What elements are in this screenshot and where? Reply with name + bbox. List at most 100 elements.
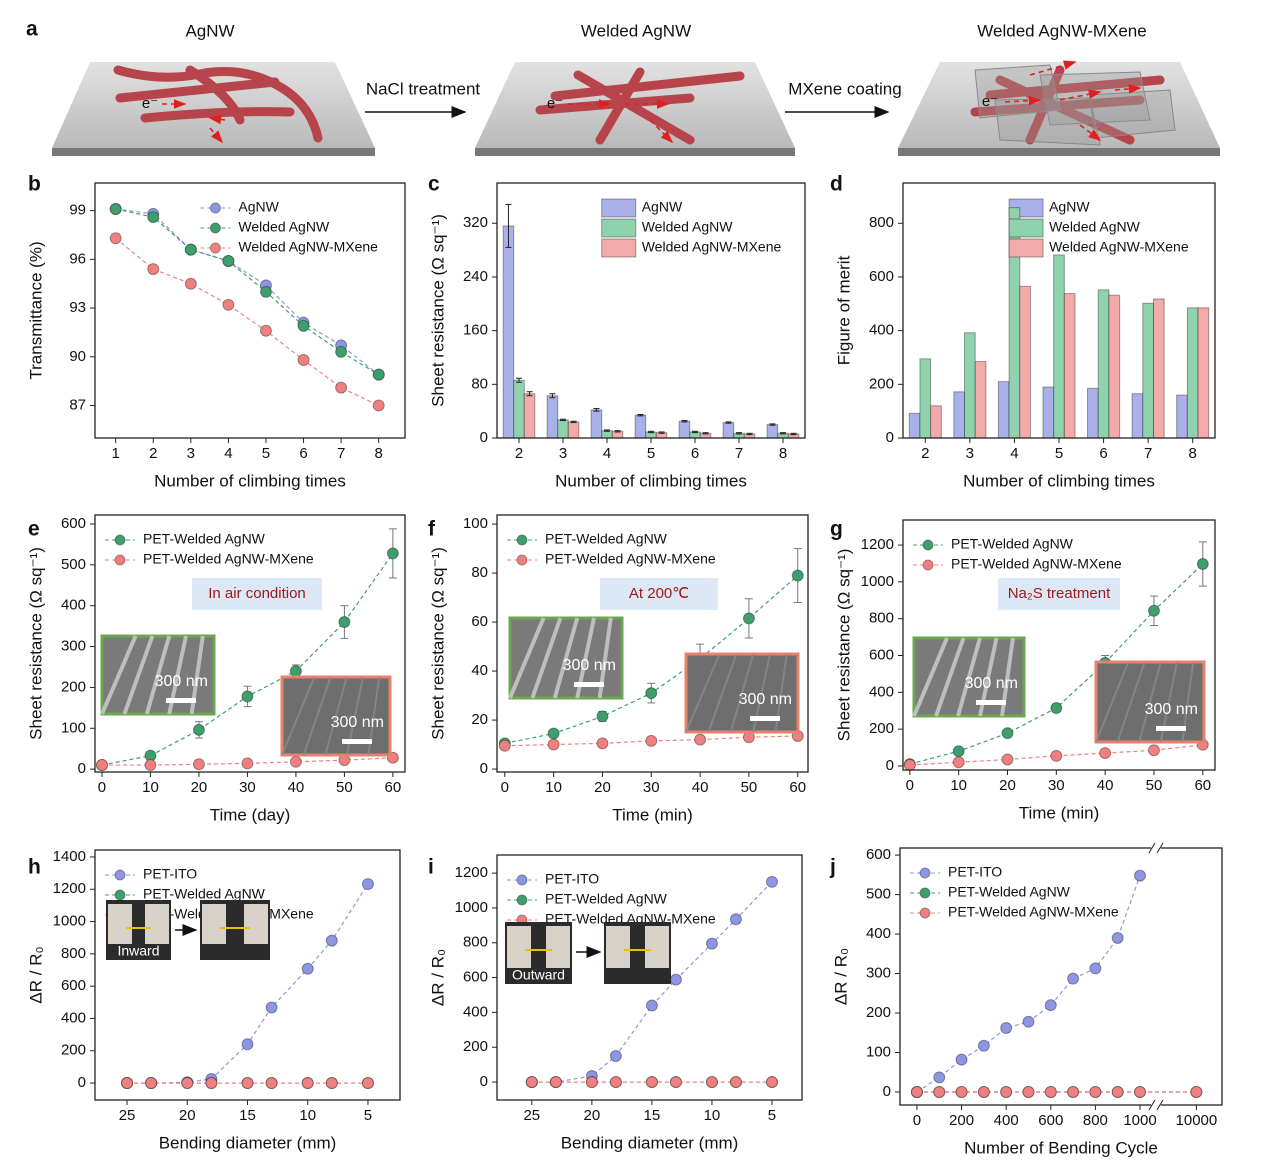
data-point: [361, 878, 374, 891]
y-tick-label: 80: [471, 375, 488, 392]
data-point: [955, 1085, 968, 1098]
x-axis-label: Number of climbing times: [154, 471, 346, 490]
panel-label: c: [428, 173, 440, 196]
legend-label: PET-Welded AgNW: [948, 884, 1071, 900]
electron-label: e⁻: [547, 95, 563, 112]
y-tick-label: 100: [866, 1043, 891, 1060]
data-point: [742, 612, 755, 625]
panel-label: i: [428, 856, 434, 879]
legend-swatch: [601, 218, 637, 238]
x-tick-label: 4: [603, 445, 611, 462]
x-tick-label: 50: [741, 779, 758, 796]
y-axis-label: ΔR / R₀: [831, 948, 850, 1005]
y-tick-label: 100: [61, 719, 86, 736]
legend-marker: [516, 874, 528, 886]
data-point: [1044, 1085, 1057, 1098]
x-tick-label: 60: [1194, 777, 1211, 794]
plot-frame: [496, 182, 806, 439]
y-axis-label: Sheet resistance (Ω sq⁻¹): [26, 547, 45, 740]
legend-label: AgNW: [238, 199, 279, 215]
y-tick-label: 1200: [53, 880, 86, 897]
axis-break: [1148, 842, 1164, 854]
inset-label: Inward: [117, 943, 159, 959]
legend-label: Welded AgNW-MXene: [1049, 239, 1189, 255]
y-tick-label: 240: [463, 268, 488, 285]
x-tick-label: 30: [1048, 777, 1065, 794]
legend-label: Welded AgNW: [642, 219, 734, 235]
legend-label: PET-Welded AgNW-MXene: [143, 551, 314, 567]
data-point: [729, 913, 742, 926]
bar: [919, 358, 932, 439]
y-tick-label: 400: [866, 925, 891, 942]
bar: [1053, 254, 1065, 439]
y-axis-label: Transmittance (%): [26, 241, 45, 379]
sem-wire: [707, 653, 738, 733]
legend-label: PET-ITO: [948, 864, 1002, 880]
y-tick-label: 200: [869, 375, 894, 392]
inset-label: 300 nm: [965, 675, 1018, 692]
y-tick-label: 93: [69, 299, 86, 316]
y-tick-label: 600: [869, 646, 894, 663]
plot-frame: [94, 514, 406, 773]
inset-label: 300 nm: [739, 691, 792, 708]
error-bar: [526, 391, 533, 397]
x-axis-label: Number of climbing times: [963, 471, 1155, 490]
x-tick-label: 0: [501, 779, 509, 796]
y-axis-label: Sheet resistance (Ω sq⁻¹): [428, 547, 447, 740]
y-tick-label: 1000: [861, 573, 894, 590]
data-point: [147, 263, 160, 276]
bar: [997, 381, 1010, 439]
scale-bar: [976, 700, 1006, 705]
x-tick-label: 10000: [1176, 1112, 1218, 1129]
panel-label: f: [428, 518, 436, 541]
y-tick-label: 1000: [455, 899, 488, 916]
x-tick-label: 8: [375, 445, 383, 462]
plot-frame: [902, 519, 1216, 771]
data-point: [645, 734, 658, 747]
data-point: [144, 759, 157, 772]
data-point: [222, 298, 235, 311]
x-tick-label: 10: [545, 779, 562, 796]
scale-bar: [750, 716, 780, 721]
sem-wire: [530, 617, 563, 699]
y-tick-label: 600: [866, 846, 891, 863]
data-point: [145, 1077, 158, 1090]
data-point: [1001, 727, 1014, 740]
data-point: [547, 738, 560, 751]
scale-bar: [342, 739, 372, 744]
data-point: [301, 962, 314, 975]
inset-label: 300 nm: [1145, 701, 1198, 718]
x-tick-label: 20: [999, 777, 1016, 794]
panel-label: e: [28, 518, 40, 541]
error-bar: [570, 420, 577, 424]
x-tick-label: 25: [119, 1107, 136, 1124]
inset-label: Outward: [512, 967, 565, 983]
legend-label: PET-Welded AgNW-MXene: [545, 911, 716, 927]
x-tick-label: 5: [647, 445, 655, 462]
data-point: [147, 211, 160, 224]
x-tick-label: 5: [768, 1107, 776, 1124]
data-point: [645, 999, 658, 1012]
data-point: [1022, 1015, 1035, 1028]
x-tick-label: 10: [142, 779, 159, 796]
bar: [766, 424, 779, 439]
legend-marker: [209, 202, 221, 214]
data-point: [903, 759, 916, 772]
clamp: [546, 926, 570, 968]
y-tick-label: 0: [480, 1073, 488, 1090]
data-point: [289, 665, 302, 678]
data-point: [585, 1076, 598, 1089]
data-point: [109, 232, 122, 245]
legend-marker: [114, 889, 126, 901]
data-point: [977, 1085, 990, 1098]
error-bar: [702, 432, 709, 435]
chart: c 0 80 160 240 320 Sheet resistance (Ω sq⁻¹) Nu…: [428, 173, 806, 490]
y-tick-label: 96: [69, 250, 86, 267]
data-point: [609, 1076, 622, 1089]
sem-wire: [1095, 661, 1130, 743]
y-tick-label: 0: [78, 760, 86, 777]
plot-frame: [94, 182, 406, 439]
x-tick-label: 3: [966, 445, 974, 462]
data-point: [952, 745, 965, 758]
y-axis-label: Sheet resistance (Ω sq⁻¹): [428, 214, 447, 407]
